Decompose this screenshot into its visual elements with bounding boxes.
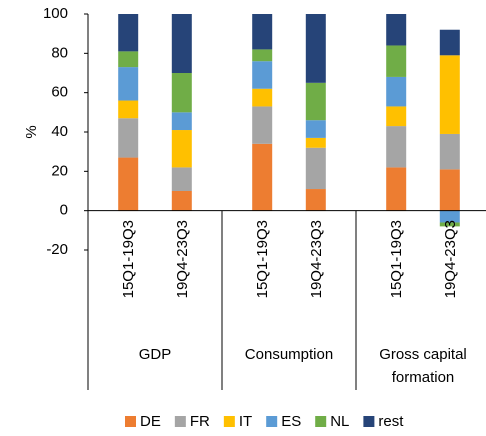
group-label: Consumption [244, 346, 334, 363]
bar-segment [386, 167, 407, 211]
bar-segment [118, 67, 139, 101]
y-tick-label: 100 [43, 5, 68, 22]
x-tick-label: 15Q1-19Q3 [120, 220, 137, 298]
bar-segment [386, 126, 407, 168]
bar-segment [171, 73, 192, 113]
legend-label: FR [190, 413, 210, 430]
bar-segment [386, 106, 407, 127]
bar-segment [439, 133, 460, 170]
bar-segment [171, 112, 192, 131]
group-label: Gross capital formation [379, 346, 467, 386]
bar-segment [252, 61, 273, 89]
bar-segment [171, 14, 192, 73]
bar-segment [171, 167, 192, 191]
bar-segment [252, 143, 273, 211]
legend-label: NL [330, 413, 349, 430]
x-tick-label: 19Q4-23Q3 [308, 220, 325, 298]
bar-segment [386, 76, 407, 107]
bar-segment [118, 157, 139, 211]
legend-swatch [363, 416, 375, 427]
bar-segment [386, 14, 407, 46]
bar-segment [171, 191, 192, 211]
y-tick-label: 0 [60, 202, 68, 219]
legend-label: ES [281, 413, 301, 430]
bar-segment [305, 147, 326, 190]
y-tick-label: 40 [51, 123, 68, 140]
x-tick-label: 19Q4-23Q3 [174, 220, 191, 298]
group-label: GDP [138, 346, 172, 363]
legend-label: DE [140, 413, 161, 430]
legend-swatch [266, 416, 278, 427]
x-tick-label: 15Q1-19Q3 [254, 220, 271, 298]
bar-segment [305, 137, 326, 148]
bar-segment [252, 88, 273, 107]
y-tick-label: 20 [51, 162, 68, 179]
bar-segment [439, 210, 460, 223]
bar-segment [118, 118, 139, 158]
bar-segment [118, 14, 139, 52]
x-tick-label: 15Q1-19Q3 [388, 220, 405, 298]
legend-swatch [223, 416, 235, 427]
bar-segment [305, 82, 326, 121]
y-axis-label: % [23, 125, 40, 138]
legend-label: IT [239, 413, 252, 430]
y-tick-label: -20 [46, 241, 68, 258]
legend-swatch [174, 416, 186, 427]
bar-segment [439, 169, 460, 211]
y-tick-label: 80 [51, 44, 68, 61]
bar-segment [305, 120, 326, 138]
bar-segment [118, 100, 139, 119]
bar-segment [118, 51, 139, 68]
bar-segment [386, 45, 407, 77]
bar-segment [171, 130, 192, 168]
x-tick-label: 19Q4-23Q3 [442, 220, 459, 298]
bar-segment [439, 29, 460, 56]
bar-segment [252, 49, 273, 62]
legend-label: rest [378, 413, 404, 430]
legend-swatch [125, 416, 136, 427]
bar-segment [252, 106, 273, 144]
bar-segment [439, 222, 460, 227]
y-tick-label: 60 [51, 84, 68, 101]
bar-segment [439, 55, 460, 134]
legend-swatch [315, 416, 327, 427]
bar-segment [305, 14, 326, 83]
bar-segment [252, 14, 273, 50]
bar-segment [305, 189, 326, 211]
